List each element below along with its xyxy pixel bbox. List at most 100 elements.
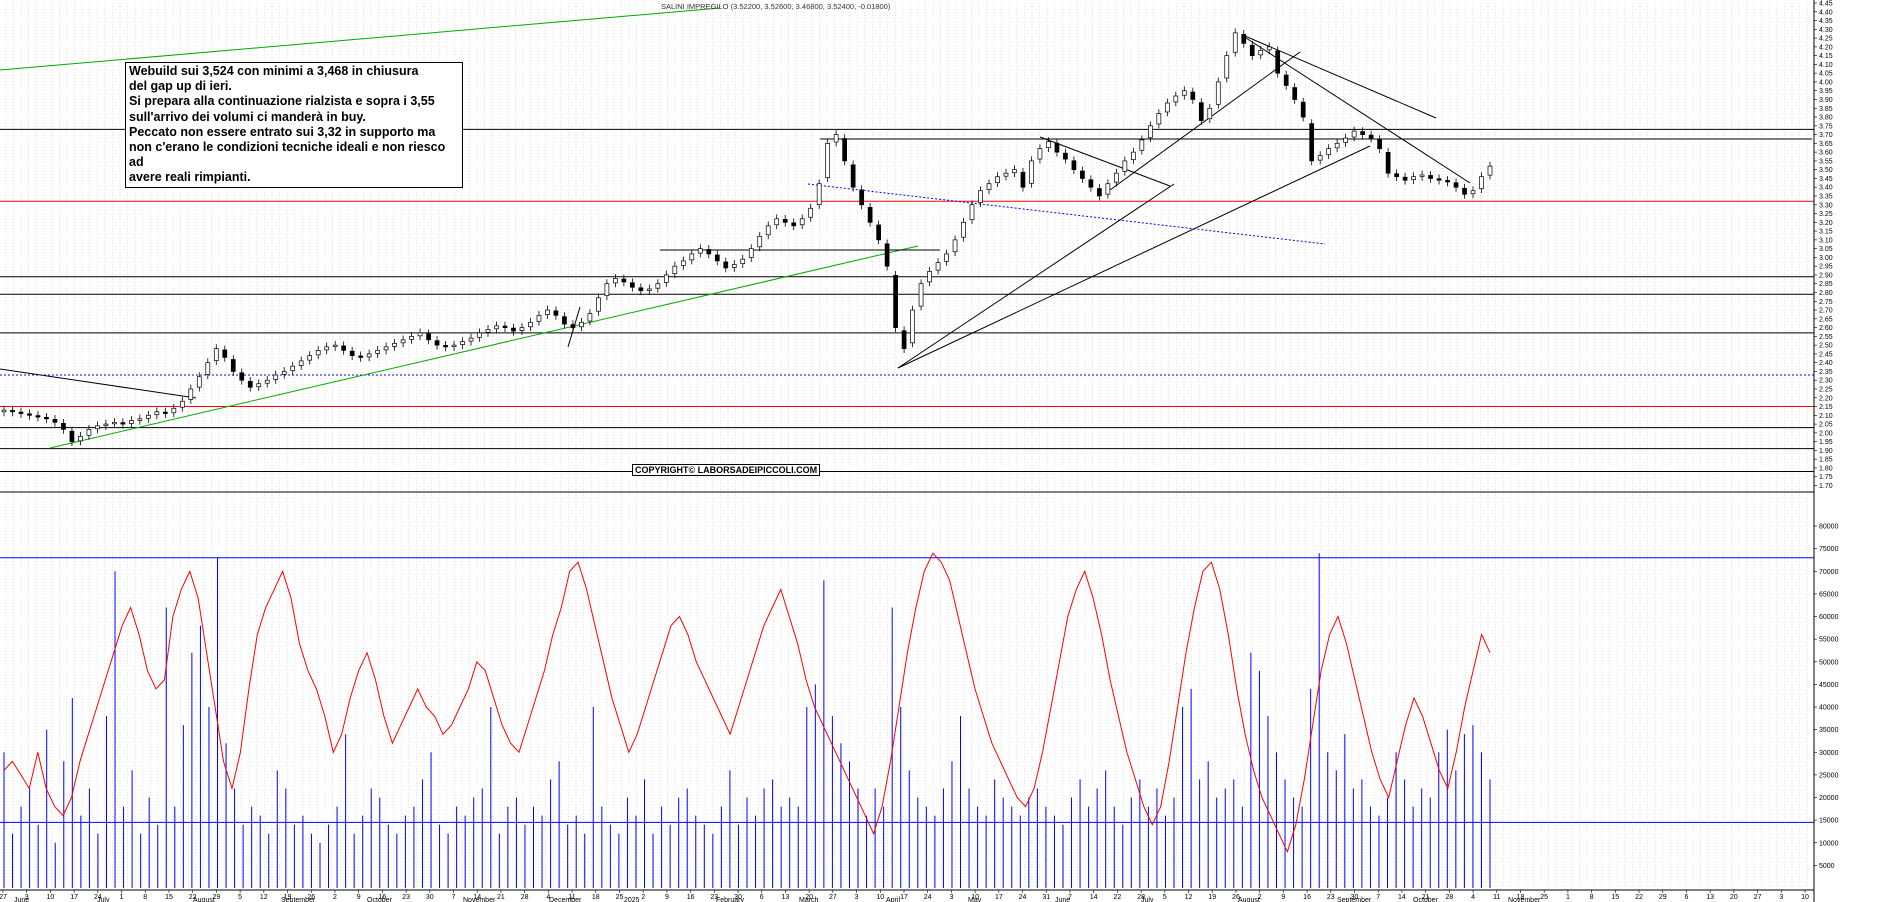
candle-body — [162, 411, 168, 414]
candle-body — [638, 287, 644, 292]
price-tick-label: 2.40 — [1819, 360, 1833, 367]
price-tick-label: 2.45 — [1819, 351, 1833, 358]
candle-body — [1436, 178, 1442, 181]
date-tick-label: 30 — [734, 894, 742, 901]
candle-body — [859, 189, 864, 206]
month-label: August — [193, 897, 215, 902]
price-tick-label: 2.90 — [1819, 272, 1833, 279]
candle-body — [978, 190, 983, 204]
candle-body — [1114, 172, 1119, 183]
candle-body — [256, 383, 262, 388]
candle-body — [893, 275, 898, 328]
volume-tick-label: 65000 — [1819, 591, 1839, 598]
month-label: October — [1413, 897, 1439, 902]
candle-body — [1164, 102, 1170, 113]
candle-body — [986, 183, 992, 191]
candle-body — [332, 344, 338, 347]
candle-body — [1122, 160, 1128, 172]
candle-body — [655, 283, 661, 289]
candle-body — [604, 283, 610, 297]
copyright-label: COPYRIGHT© LABORSADEIPICCOLI.COM — [632, 464, 821, 476]
date-tick-label: 28 — [1137, 894, 1145, 901]
candle-body — [273, 374, 279, 380]
candle-body — [579, 321, 584, 328]
price-tick-label: 3.90 — [1819, 97, 1833, 104]
date-tick-label: 11 — [1493, 894, 1500, 901]
candle-body — [290, 365, 296, 372]
date-tick-label: 28 — [521, 894, 529, 901]
trend-line — [1245, 37, 1471, 184]
candle-body — [1419, 174, 1425, 177]
candle-body — [884, 243, 890, 267]
date-tick-label: 22 — [1113, 894, 1121, 901]
candle-body — [1300, 101, 1306, 118]
date-tick-label: 12 — [1185, 894, 1193, 901]
candle-body — [1266, 46, 1272, 51]
candle-body — [511, 327, 516, 332]
candle-body — [562, 316, 567, 325]
date-tick-label: 30 — [426, 894, 434, 901]
date-tick-label: 9 — [1281, 894, 1285, 901]
date-tick-label: 10 — [47, 894, 55, 901]
date-tick-label: 18 — [1517, 894, 1525, 901]
candle-body — [1360, 131, 1365, 135]
trend-line — [1039, 136, 1171, 187]
volume-tick-label: 25000 — [1819, 772, 1839, 779]
candle-body — [1334, 143, 1340, 149]
candle-body — [918, 283, 924, 307]
date-tick-label: 2 — [641, 894, 645, 901]
candle-body — [995, 176, 1000, 184]
price-tick-label: 4.20 — [1819, 44, 1833, 51]
candle-body — [1402, 176, 1408, 181]
candle-body — [1249, 44, 1255, 56]
volume-tick-label: 10000 — [1819, 840, 1839, 847]
candle-body — [1054, 142, 1060, 153]
price-tick-label: 2.85 — [1819, 281, 1833, 288]
candle-body — [1462, 187, 1467, 195]
month-label: September — [281, 897, 316, 902]
candle-body — [315, 350, 321, 356]
volume-tick-label: 15000 — [1819, 818, 1839, 825]
price-tick-label: 1.95 — [1819, 439, 1833, 446]
trend-line — [0, 368, 197, 399]
date-tick-label: 25 — [1540, 894, 1548, 901]
candle-body — [1394, 173, 1399, 178]
candle-body — [494, 325, 499, 330]
candle-body — [69, 430, 75, 442]
volume-tick-label: 35000 — [1819, 727, 1839, 734]
candle-body — [205, 362, 211, 375]
candle-body — [1351, 130, 1357, 138]
date-tick-label: 1 — [1566, 894, 1570, 901]
trend-line — [0, 7, 721, 71]
candle-body — [816, 183, 822, 205]
candle-body — [663, 274, 669, 283]
trend-lines — [0, 7, 1812, 449]
candle-body — [706, 249, 712, 255]
candle-body — [179, 400, 185, 408]
candle-body — [833, 134, 839, 143]
candle-body — [1063, 152, 1068, 160]
candle-body — [961, 221, 966, 238]
month-label: February — [716, 897, 745, 902]
price-tick-label: 2.60 — [1819, 325, 1833, 332]
trend-line — [1244, 35, 1437, 119]
candle-body — [613, 278, 618, 284]
candle-body — [264, 379, 270, 384]
date-tick-label: 17 — [900, 894, 908, 901]
date-tick-label: 3 — [1779, 894, 1783, 901]
price-tick-label: 2.95 — [1819, 264, 1833, 271]
price-tick-label: 4.45 — [1819, 1, 1833, 8]
candle-body — [731, 264, 737, 268]
date-tick-label: 8 — [143, 894, 147, 901]
candle-body — [536, 314, 542, 322]
date-tick-label: 20 — [1730, 894, 1738, 901]
candle-body — [1131, 151, 1136, 160]
candle-body — [1198, 102, 1204, 121]
candle-body — [1232, 32, 1238, 53]
candle-body — [876, 224, 881, 241]
candle-body — [774, 218, 780, 226]
candle-body — [120, 422, 126, 425]
price-tick-label: 3.10 — [1819, 237, 1833, 244]
candle-body — [748, 248, 754, 258]
trend-line — [49, 245, 919, 449]
